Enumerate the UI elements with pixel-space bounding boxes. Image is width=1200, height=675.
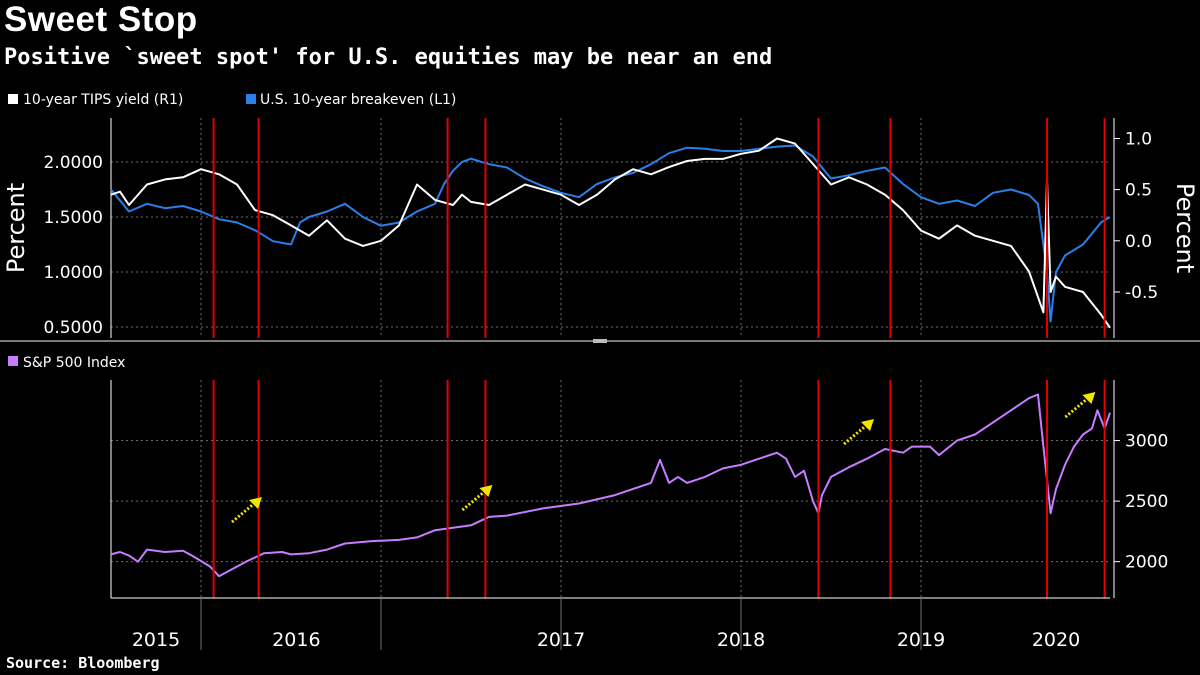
annotation-arrows: [231, 392, 1096, 524]
left-tick-label: 2.0000: [44, 153, 103, 173]
spx-tick-label: 2500: [1125, 492, 1168, 512]
x-tick-label: 2017: [537, 629, 585, 651]
annotation-arrow-icon: [843, 419, 874, 446]
legend-label-spx: S&P 500 Index: [23, 355, 125, 371]
left-tick-label: 1.0000: [44, 263, 103, 283]
right-tick-label: -0.5: [1125, 283, 1158, 303]
right-tick-label: 0.0: [1125, 232, 1152, 252]
legend-label-breakeven: U.S. 10-year breakeven (L1): [260, 92, 456, 108]
right-tick-label: 1.0: [1125, 129, 1152, 149]
upper-tick-labels: 0.5000 1.0000 1.5000 2.0000 -0.5 0.0 0.5 1.0: [44, 118, 1158, 338]
lower-grid: [111, 380, 1110, 598]
left-tick-label: 1.5000: [44, 208, 103, 228]
chart-title: Sweet Stop: [4, 0, 198, 39]
tips-yield-line: [110, 137, 1111, 329]
right-tick-label: 0.5: [1125, 181, 1152, 201]
lower-legend: S&P 500 Index: [8, 355, 125, 371]
x-tick-label: 2018: [717, 629, 765, 651]
legend-swatch-tips: [8, 94, 18, 104]
x-tick-label: 2016: [272, 629, 320, 651]
x-axis: 2015 2016 2017 2018 2019 2020: [111, 597, 1110, 651]
series-layer: [110, 137, 1111, 578]
annotation-arrow-icon: [231, 497, 262, 524]
spx-tick-label: 2000: [1125, 553, 1168, 573]
upper-legend: 10-year TIPS yield (R1) U.S. 10-year bre…: [8, 92, 456, 108]
left-axis-title: Percent: [2, 183, 30, 273]
annotation-arrow-icon: [1064, 392, 1096, 419]
x-tick-label: 2019: [897, 629, 945, 651]
chart-subtitle: Positive `sweet spot' for U.S. equities …: [4, 45, 773, 70]
legend-swatch-breakeven: [246, 94, 256, 104]
annotation-arrow-icon: [461, 485, 493, 512]
lower-tick-labels: 2000 2500 3000: [110, 380, 1168, 598]
legend-swatch-spx: [8, 356, 18, 366]
x-tick-label: 2015: [132, 629, 180, 651]
spx-line: [110, 393, 1111, 578]
breakeven-line: [110, 144, 1111, 323]
left-tick-label: 0.5000: [44, 318, 103, 338]
right-axis-title: Percent: [1171, 183, 1199, 273]
source-note: Source: Bloomberg: [6, 654, 160, 672]
x-tick-label: 2020: [1032, 629, 1080, 651]
spx-tick-label: 3000: [1125, 432, 1168, 452]
legend-label-tips: 10-year TIPS yield (R1): [23, 92, 183, 108]
event-lines: [212, 118, 1106, 598]
